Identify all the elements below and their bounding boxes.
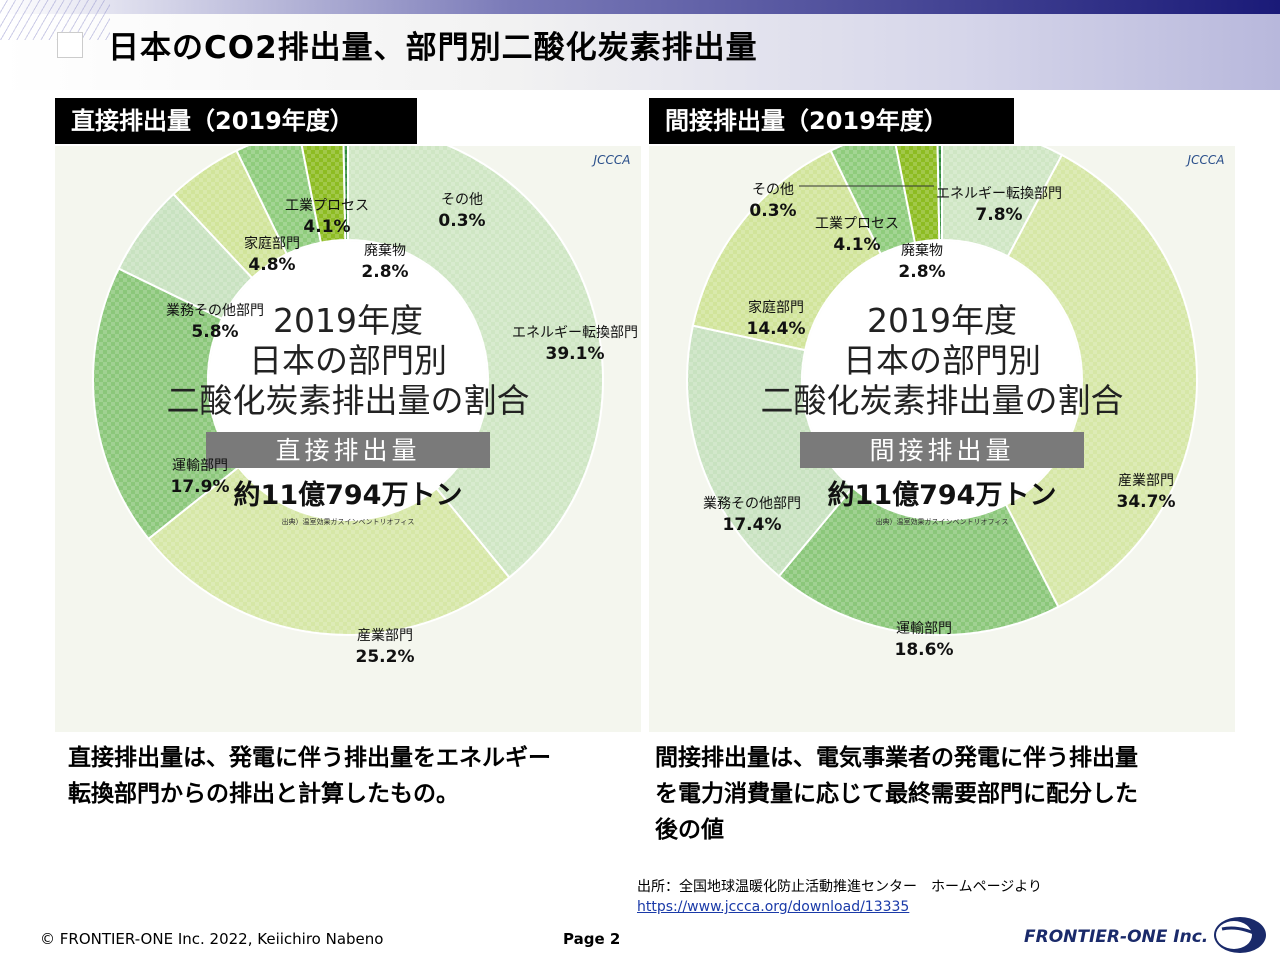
slice-name-label: 産業部門	[1118, 473, 1174, 489]
source-note: 出所：全国地球温暖化防止活動推進センター ホームページより https://ww…	[637, 877, 1042, 917]
slice-name-label: 運輸部門	[896, 621, 952, 637]
center-band-label: 直接排出量	[275, 436, 420, 465]
source-link[interactable]: https://www.jccca.org/download/13335	[637, 899, 910, 915]
slice-value-label: 18.6%	[895, 640, 954, 660]
center-total: 約11億794万トン	[234, 479, 463, 511]
slice-name-label: 業務その他部門	[166, 303, 264, 319]
slice-name-label: 家庭部門	[748, 299, 804, 316]
slice-value-label: 25.2%	[356, 647, 415, 667]
center-title-line: 日本の部門別	[843, 341, 1041, 380]
title-bullet-icon	[57, 32, 83, 58]
center-total: 約11億794万トン	[828, 479, 1057, 511]
slice-value-label: 17.9%	[171, 477, 230, 497]
slice-texture	[942, 146, 1062, 257]
center-title-line: 二酸化炭素排出量の割合	[167, 381, 530, 420]
slice-name-label: 工業プロセス	[815, 216, 899, 232]
center-band	[206, 432, 490, 468]
right-panel-label: 間接排出量（2019年度）	[649, 98, 1014, 144]
slice-value-label: 2.8%	[898, 262, 945, 282]
slice-texture	[1005, 154, 1197, 607]
center-source-note: 出典）温室効果ガスインベントリオフィス	[282, 517, 415, 526]
header-top-gradient	[0, 0, 1280, 14]
center-title-line: 2019年度	[867, 301, 1017, 340]
slice-texture	[687, 325, 853, 577]
slice-value-label: 2.8%	[361, 262, 408, 282]
donut-center	[803, 241, 1081, 519]
page-title: 日本のCO2排出量、部門別二酸化炭素排出量	[108, 30, 758, 66]
jccca-logo: JCCCA	[1187, 153, 1225, 167]
slice-value-label: 14.4%	[747, 319, 806, 339]
slice-texture	[343, 146, 348, 241]
slice-texture	[937, 146, 942, 241]
slice-texture	[148, 467, 510, 635]
slice-name-label: 業務その他部門	[703, 496, 801, 512]
slice-value-label: 0.3%	[438, 211, 485, 231]
direct-donut-svg: 2019年度日本の部門別二酸化炭素排出量の割合直接排出量約11億794万トン出典…	[92, 146, 638, 667]
center-title-line: 日本の部門別	[249, 341, 447, 380]
slice-name-label: 廃棄物	[364, 242, 406, 259]
slice-value-label: 4.1%	[833, 235, 880, 255]
slice-name-label: その他	[441, 192, 483, 208]
slice-texture	[118, 194, 253, 319]
source-text: 出所：全国地球温暖化防止活動推進センター ホームページより	[637, 879, 1043, 895]
center-band	[800, 432, 1084, 468]
indirect-donut-svg: 2019年度日本の部門別二酸化炭素排出量の割合間接排出量約11億794万トン出典…	[686, 146, 1198, 660]
slice-name-label: 運輸部門	[172, 458, 228, 474]
header-bar: 日本のCO2排出量、部門別二酸化炭素排出量	[0, 0, 1280, 90]
slice-value-label: 4.8%	[248, 255, 295, 275]
footer-copyright: © FRONTIER-ONE Inc. 2022, Keiichiro Nabe…	[40, 930, 384, 948]
left-caption: 直接排出量は、発電に伴う排出量をエネルギー 転換部門からの排出と計算したもの。	[68, 740, 551, 812]
company-logo-icon	[1214, 917, 1266, 953]
slice-texture	[692, 150, 881, 351]
slice-name-label: 家庭部門	[244, 235, 300, 252]
slice-name-label: 産業部門	[357, 628, 413, 644]
caption-line: 後の値	[655, 817, 724, 843]
caption-line: を電力消費量に応じて最終需要部門に配分した	[655, 781, 1138, 807]
slice-texture	[778, 487, 1059, 635]
right-caption: 間接排出量は、電気事業者の発電に伴う排出量 を電力消費量に応じて最終需要部門に配…	[655, 740, 1138, 848]
slice-texture	[301, 146, 346, 243]
slice-texture	[173, 150, 287, 278]
slice-texture	[830, 146, 915, 255]
slice-texture	[895, 146, 940, 243]
slice-value-label: 5.8%	[191, 322, 238, 342]
caption-line: 転換部門からの排出と計算したもの。	[68, 781, 459, 807]
left-panel-label: 直接排出量（2019年度）	[55, 98, 417, 144]
footer-page-number: Page 2	[563, 930, 621, 948]
center-source-note: 出典）温室効果ガスインベントリオフィス	[876, 517, 1009, 526]
slice-value-label: 17.4%	[723, 515, 782, 535]
footer-company-logo: FRONTIER-ONE Inc.	[1024, 927, 1209, 947]
slice-value-label: 0.3%	[749, 201, 796, 221]
slice-value-label: 4.1%	[303, 217, 350, 237]
center-band-label: 間接排出量	[869, 436, 1014, 465]
caption-line: 直接排出量は、発電に伴う排出量をエネルギー	[68, 745, 551, 771]
slice-name-label: その他	[752, 182, 794, 198]
jccca-logo: JCCCA	[593, 153, 631, 167]
indirect-emission-chart: 2019年度 日本の部門別 二酸化炭素排出量の割合間接排出量約11億794万トン出典…	[649, 146, 1235, 732]
center-title-line: 2019年度	[273, 301, 423, 340]
slice-name-label: 工業プロセス	[285, 198, 369, 214]
slice-texture	[236, 146, 321, 255]
donut-center	[209, 241, 487, 519]
slice-name-label: 廃棄物	[901, 242, 943, 259]
slice-name-label: エネルギー転換部門	[512, 325, 638, 341]
slice-value-label: 39.1%	[546, 344, 605, 364]
caption-line: 間接排出量は、電気事業者の発電に伴う排出量	[655, 745, 1138, 771]
direct-emission-chart: 2019年度 日本の部門別 二酸化炭素排出量の割合直接排出量約11億794万トン出典…	[55, 146, 641, 732]
slice-value-label: 7.8%	[975, 205, 1022, 225]
slice-texture	[92, 268, 239, 539]
header-decoration	[0, 0, 110, 40]
slice-name-label: エネルギー転換部門	[936, 186, 1062, 202]
slice-texture	[348, 146, 603, 578]
center-title-line: 二酸化炭素排出量の割合	[761, 381, 1124, 420]
slice-value-label: 34.7%	[1117, 492, 1176, 512]
